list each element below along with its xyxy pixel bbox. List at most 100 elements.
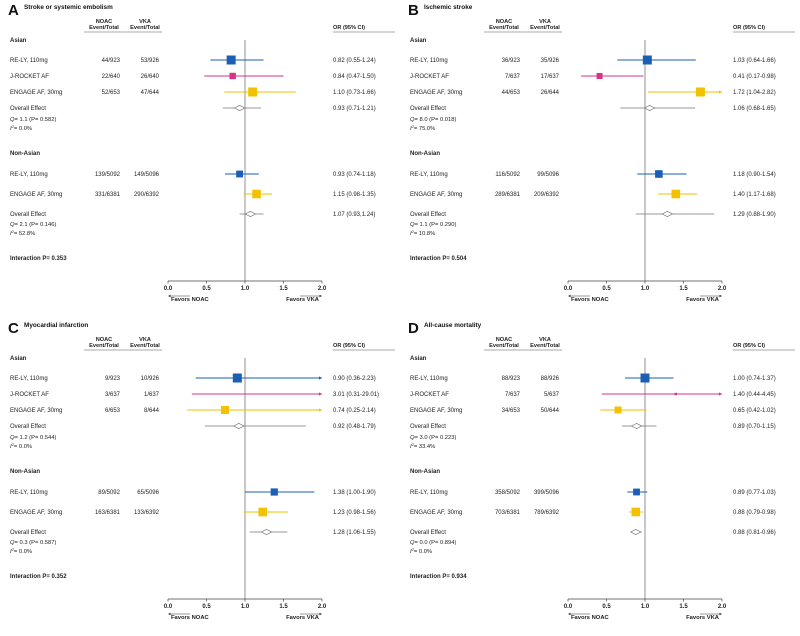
group-label: Asian [410,38,427,44]
noac-subheader: Event/Total [489,343,519,349]
vka-events: 789/6392 [534,510,560,516]
or-header: OR (95% CI) [733,343,765,349]
forest-plot-svg: A Stroke or systemic embolismNOACEvent/To… [8,2,395,303]
overall-diamond [260,529,273,535]
vka-events: 53/926 [141,58,160,64]
or-value: 0.41 (0.17-0.98) [733,74,776,80]
noac-events: 163/6381 [95,510,121,516]
noac-events: 7/637 [505,74,521,80]
or-header: OR (95% CI) [333,25,365,31]
favors-left-arrowhead [168,294,171,298]
noac-events: 331/6381 [95,192,121,198]
i2-statistic: I2= 0.0% [10,442,32,451]
or-value: 0.89 (0.77-1.03) [733,490,776,496]
or-header: OR (95% CI) [333,343,365,349]
or-value: 0.82 (0.55-1.24) [333,58,376,64]
vka-events: 133/6392 [134,510,160,516]
noac-events: 89/5092 [98,490,120,496]
estimate-square [258,507,268,517]
vka-events: 26/644 [541,90,560,96]
group-label: Non-Asian [10,469,40,475]
noac-header: NOAC [96,19,112,25]
q-statistic: Q= 0.3 (P= 0.587) [10,540,56,546]
estimate-square [229,72,236,80]
favors-right-arrowhead [319,294,322,298]
study-label: ENGAGE AF, 30mg [410,192,462,198]
estimate-square [642,55,652,65]
estimate-square [270,488,278,496]
favors-left-label: Favors NOAC [571,297,610,303]
vka-header: VKA [139,19,151,25]
or-value: 0.65 (0.42-1.02) [733,408,776,414]
x-tick-label: 1.0 [641,286,650,292]
noac-subheader: Event/Total [89,343,119,349]
or-value: 1.00 (0.74-1.37) [733,376,776,382]
noac-events: 3/637 [105,392,121,398]
vka-events: 290/6392 [134,192,160,198]
noac-events: 44/653 [502,90,521,96]
estimate-square [226,55,236,65]
estimate-square [596,73,603,79]
study-label: RE-LY, 110mg [410,490,448,496]
overall-diamond [233,105,246,111]
noac-events: 289/6381 [495,192,521,198]
or-value: 1.23 (0.98-1.56) [333,510,376,516]
favors-left-arrowhead [568,294,571,298]
i2-statistic: I2= 10.8% [410,229,435,238]
vka-events: 399/5096 [534,490,560,496]
i2-statistic: I2= 52.8% [10,229,35,238]
favors-left-label: Favors NOAC [171,615,210,621]
overall-label: Overall Effect [10,424,46,430]
vka-header: VKA [139,337,151,343]
overall-diamond [233,423,245,429]
x-tick-label: 0.5 [602,286,611,292]
study-label: ENGAGE AF, 30mg [10,90,62,96]
vka-events: 10/926 [141,376,160,382]
overall-or-value: 0.89 (0.70-1.15) [733,424,776,430]
overall-diamond [643,105,656,111]
forest-panel-b: B Ischemic stroke NOAC Event/Total VKA Event/… [400,0,800,318]
x-tick-label: 0.5 [202,604,211,610]
interaction-p: Interaction P= 0.352 [10,574,67,580]
estimate-square [655,170,663,178]
vka-events: 149/5096 [134,172,160,178]
favors-right-label: Favors VKA [286,297,320,303]
vka-events: 99/5096 [537,172,559,178]
forest-plot-svg: D All-cause mortalityNOACEvent/TotalVKAEv… [408,320,795,621]
x-tick-label: 2.0 [318,286,327,292]
overall-or-value: 0.93 (0.71-1.21) [333,106,376,112]
study-label: J-ROCKET AF [10,392,49,398]
vka-header: VKA [539,337,551,343]
x-tick-label: 1.5 [679,286,688,292]
interaction-p: Interaction P= 0.353 [10,256,67,262]
x-tick-label: 1.0 [241,286,250,292]
study-label: RE-LY, 110mg [10,376,48,382]
vka-events: 50/644 [541,408,560,414]
study-label: ENGAGE AF, 30mg [410,510,462,516]
group-label: Asian [10,356,27,362]
noac-subheader: Event/Total [89,25,119,31]
estimate-square [674,392,677,396]
or-value: 1.72 (1.04-2.82) [733,90,776,96]
vka-events: 65/5096 [137,490,159,496]
ci-arrow [319,376,322,380]
overall-label: Overall Effect [10,106,46,112]
estimate-square [631,507,641,517]
noac-events: 88/923 [502,376,521,382]
x-tick-label: 0.0 [564,604,573,610]
forest-panel-d: D All-cause mortality NOAC Event/Total VKA Ev… [400,318,800,636]
vka-events: 47/644 [141,90,160,96]
or-value: 1.15 (0.98-1.35) [333,192,376,198]
x-tick-label: 0.0 [564,286,573,292]
overall-label: Overall Effect [410,424,446,430]
noac-events: 44/923 [102,58,121,64]
group-label: Asian [410,356,427,362]
ci-arrow [319,392,322,396]
or-value: 1.03 (0.64-1.66) [733,58,776,64]
vka-subheader: Event/Total [130,343,160,349]
x-tick-label: 0.0 [164,286,173,292]
favors-right-label: Favors VKA [686,615,720,621]
study-label: ENGAGE AF, 30mg [410,90,462,96]
noac-events: 358/5092 [495,490,521,496]
or-value: 0.93 (0.74-1.18) [333,172,376,178]
